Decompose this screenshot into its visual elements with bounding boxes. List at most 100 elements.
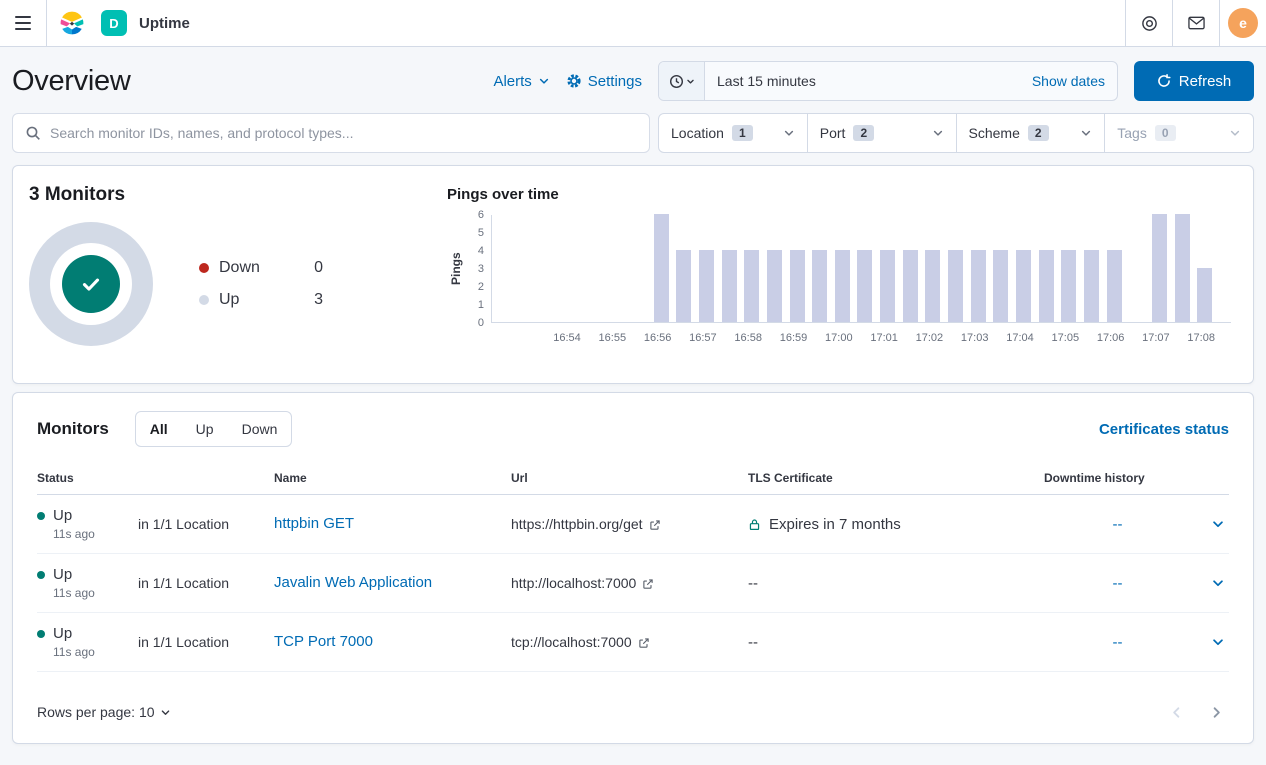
chevron-down-icon	[1211, 517, 1225, 531]
pagination	[1163, 699, 1229, 725]
page-header: Overview Alerts Settings Last 15 minutes…	[12, 59, 1254, 103]
header-actions: e	[1125, 0, 1266, 46]
filter-label: Scheme	[969, 125, 1020, 141]
certificates-status-link[interactable]: Certificates status	[1099, 421, 1229, 438]
pings-histogram: Pings 0123456	[447, 215, 1253, 323]
histogram-plot-area[interactable]	[491, 215, 1231, 323]
histogram-bar	[1039, 250, 1054, 322]
pagination-next-button[interactable]	[1203, 699, 1229, 725]
user-avatar[interactable]: e	[1228, 8, 1258, 38]
filter-group: Location1 Port 2 Scheme2Tags0	[658, 113, 1254, 153]
y-axis-tick: 5	[478, 227, 484, 239]
filter-port[interactable]: Port 2	[807, 114, 956, 152]
expand-row-button[interactable]	[1205, 629, 1231, 655]
donut-hole	[50, 243, 132, 325]
x-axis-tick: 17:04	[1006, 332, 1034, 344]
newsfeed-button[interactable]	[1172, 0, 1219, 46]
column-header-downtime-history: Downtime history	[1044, 471, 1191, 485]
monitor-row: Up 11s ago in 1/1 Location Javalin Web A…	[37, 554, 1229, 613]
downtime-history-link[interactable]: --	[1044, 575, 1191, 592]
pings-chart-title: Pings over time	[447, 186, 1253, 203]
histogram-bar	[993, 250, 1008, 322]
elastic-logo[interactable]	[59, 10, 85, 36]
monitor-location: in 1/1 Location	[138, 575, 274, 591]
settings-button[interactable]: Settings	[566, 73, 642, 90]
space-badge[interactable]: D	[101, 10, 127, 36]
lock-icon	[748, 518, 761, 531]
help-button[interactable]	[1125, 0, 1172, 46]
status-text: Up	[53, 566, 72, 583]
rows-per-page-button[interactable]: Rows per page: 10	[37, 704, 171, 720]
filter-bar: Location1 Port 2 Scheme2Tags0	[12, 113, 1254, 153]
x-axis-tick: 17:08	[1187, 332, 1215, 344]
expand-row-button[interactable]	[1205, 511, 1231, 537]
monitor-row: Up 11s ago in 1/1 Location httpbin GET h…	[37, 495, 1229, 554]
x-axis-tick: 16:58	[734, 332, 762, 344]
monitor-name-link[interactable]: Javalin Web Application	[274, 574, 432, 591]
menu-button[interactable]	[0, 0, 46, 46]
monitor-count-block: 3 Monitors Down0Up3	[13, 166, 441, 383]
pagination-prev-button[interactable]	[1163, 699, 1189, 725]
app-breadcrumb: Uptime	[139, 15, 190, 32]
chevron-down-icon	[538, 75, 550, 87]
x-axis-tick: 17:00	[825, 332, 853, 344]
monitor-url-link[interactable]: http://localhost:7000	[511, 575, 748, 591]
x-axis-tick: 17:05	[1052, 332, 1080, 344]
y-axis-tick: 4	[478, 245, 484, 257]
tls-certificate-cell: --	[748, 634, 1044, 651]
filter-scheme[interactable]: Scheme2	[956, 114, 1105, 152]
filter-tags[interactable]: Tags0	[1104, 114, 1253, 152]
chevron-down-icon	[1080, 127, 1092, 139]
expand-row-button[interactable]	[1205, 570, 1231, 596]
histogram-bar	[699, 250, 714, 322]
status-text: Up	[53, 625, 72, 642]
elastic-logo-icon	[59, 10, 85, 36]
x-axis-tick: 17:03	[961, 332, 989, 344]
search-input[interactable]	[50, 125, 637, 141]
filter-label: Port	[820, 125, 846, 141]
mail-icon	[1188, 16, 1205, 30]
alerts-dropdown[interactable]: Alerts	[493, 73, 549, 90]
monitor-status: Up 11s ago	[37, 507, 138, 541]
table-body: Up 11s ago in 1/1 Location httpbin GET h…	[37, 495, 1229, 672]
x-axis-tick: 16:55	[599, 332, 627, 344]
uptime-overview-page: Overview Alerts Settings Last 15 minutes…	[0, 59, 1266, 744]
x-axis-tick: 17:02	[916, 332, 944, 344]
downtime-history-link[interactable]: --	[1044, 516, 1191, 533]
monitor-filter-up[interactable]: Up	[182, 412, 228, 446]
x-axis-ticks: 16:5416:5516:5616:5716:5816:5917:0017:01…	[497, 323, 1237, 349]
monitor-row: Up 11s ago in 1/1 Location TCP Port 7000…	[37, 613, 1229, 672]
x-axis-tick: 16:59	[780, 332, 808, 344]
external-link-icon	[638, 637, 650, 649]
quick-select-button[interactable]	[659, 62, 705, 100]
status-up-dot	[37, 630, 45, 638]
monitor-name-link[interactable]: httpbin GET	[274, 515, 354, 532]
monitor-filter-down[interactable]: Down	[228, 412, 292, 446]
histogram-bar	[1061, 250, 1076, 322]
histogram-bar	[812, 250, 827, 322]
chevron-down-icon	[160, 707, 171, 718]
external-link-icon	[642, 578, 654, 590]
external-link-icon	[649, 519, 661, 531]
show-dates-button[interactable]: Show dates	[1032, 73, 1105, 89]
downtime-history-link[interactable]: --	[1044, 634, 1191, 651]
kibana-header: D Uptime e	[0, 0, 1266, 47]
monitor-url-link[interactable]: https://httpbin.org/get	[511, 516, 748, 532]
histogram-bar	[1152, 214, 1167, 322]
filter-count-badge: 2	[853, 125, 874, 141]
x-axis-tick: 16:56	[644, 332, 672, 344]
tls-text: Expires in 7 months	[769, 516, 901, 533]
monitor-url-link[interactable]: tcp://localhost:7000	[511, 634, 748, 650]
histogram-bar	[857, 250, 872, 322]
monitor-name-link[interactable]: TCP Port 7000	[274, 633, 373, 650]
filter-location[interactable]: Location1	[659, 114, 807, 152]
monitor-url-text: tcp://localhost:7000	[511, 634, 632, 650]
snapshot-panel: 3 Monitors Down0Up3 Pings over time Ping…	[12, 165, 1254, 384]
monitor-filter-all[interactable]: All	[136, 412, 182, 446]
legend-dot	[199, 263, 209, 273]
rows-per-page-label: Rows per page: 10	[37, 704, 155, 720]
date-range-value[interactable]: Last 15 minutes	[717, 73, 816, 89]
refresh-button[interactable]: Refresh	[1134, 61, 1254, 101]
y-axis-label: Pings	[447, 215, 465, 323]
histogram-bar	[676, 250, 691, 322]
